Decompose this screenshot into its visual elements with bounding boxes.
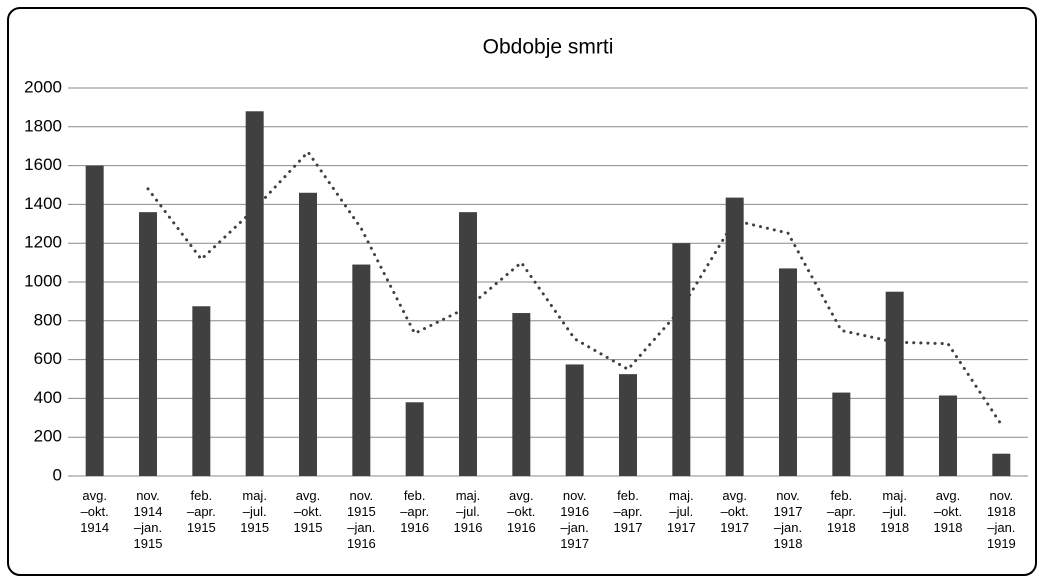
bar (885, 291, 904, 476)
bar (512, 313, 531, 476)
bar (992, 453, 1011, 476)
x-tick-label: feb. –apr. 1917 (613, 488, 643, 535)
bar (245, 111, 264, 476)
x-tick-label: feb. –apr. 1918 (826, 488, 856, 535)
y-tick-label: 1600 (24, 155, 62, 174)
y-tick-label: 800 (34, 310, 62, 329)
x-tick-label: maj. –jul. 1916 (453, 488, 483, 535)
x-tick-label: avg. –okt. 1918 (933, 488, 963, 535)
bar (192, 306, 211, 476)
bar (939, 395, 957, 476)
x-tick-label: nov. 1917 –jan. 1918 (773, 488, 803, 551)
x-tick-label: feb. –apr. 1915 (186, 488, 216, 535)
bar (619, 374, 637, 476)
y-tick-label: 1000 (24, 271, 62, 290)
x-tick-label: avg. –okt. 1916 (506, 488, 536, 535)
bar (299, 192, 317, 476)
x-tick-label: avg. –okt. 1914 (80, 488, 110, 535)
x-tick-label: nov. 1918 –jan. 1919 (986, 488, 1016, 551)
x-tick-label: avg. –okt. 1915 (293, 488, 323, 535)
y-tick-label: 1400 (24, 194, 62, 213)
bar (352, 264, 371, 476)
bar (565, 364, 584, 476)
x-tick-label: maj. –jul. 1917 (666, 488, 696, 535)
bar (725, 197, 744, 477)
y-tick-label: 400 (34, 388, 62, 407)
y-tick-label: 600 (34, 349, 62, 368)
chart-title: Obdobje smrti (483, 36, 614, 59)
bar (139, 212, 157, 476)
bar (405, 402, 424, 476)
x-tick-label: nov. 1914 –jan. 1915 (133, 488, 163, 551)
bar (672, 243, 691, 476)
bar (779, 268, 797, 476)
trend-line (146, 149, 1003, 427)
y-tick-label: 1800 (24, 116, 62, 135)
bar (832, 392, 851, 476)
x-tick-label: maj. –jul. 1915 (240, 488, 270, 535)
y-tick-label: 2000 (24, 77, 62, 96)
x-tick-label: maj. –jul. 1918 (880, 488, 910, 535)
bar (85, 165, 104, 476)
x-tick-label: nov. 1915 –jan. 1916 (346, 488, 376, 551)
x-tick-label: feb. –apr. 1916 (400, 488, 430, 535)
y-tick-label: 0 (53, 465, 62, 484)
y-tick-label: 1200 (24, 233, 62, 252)
x-tick-label: nov. 1916 –jan. 1917 (560, 488, 590, 551)
y-tick-label: 200 (34, 427, 62, 446)
x-tick-label: avg. –okt. 1917 (720, 488, 750, 535)
bar (459, 212, 477, 476)
